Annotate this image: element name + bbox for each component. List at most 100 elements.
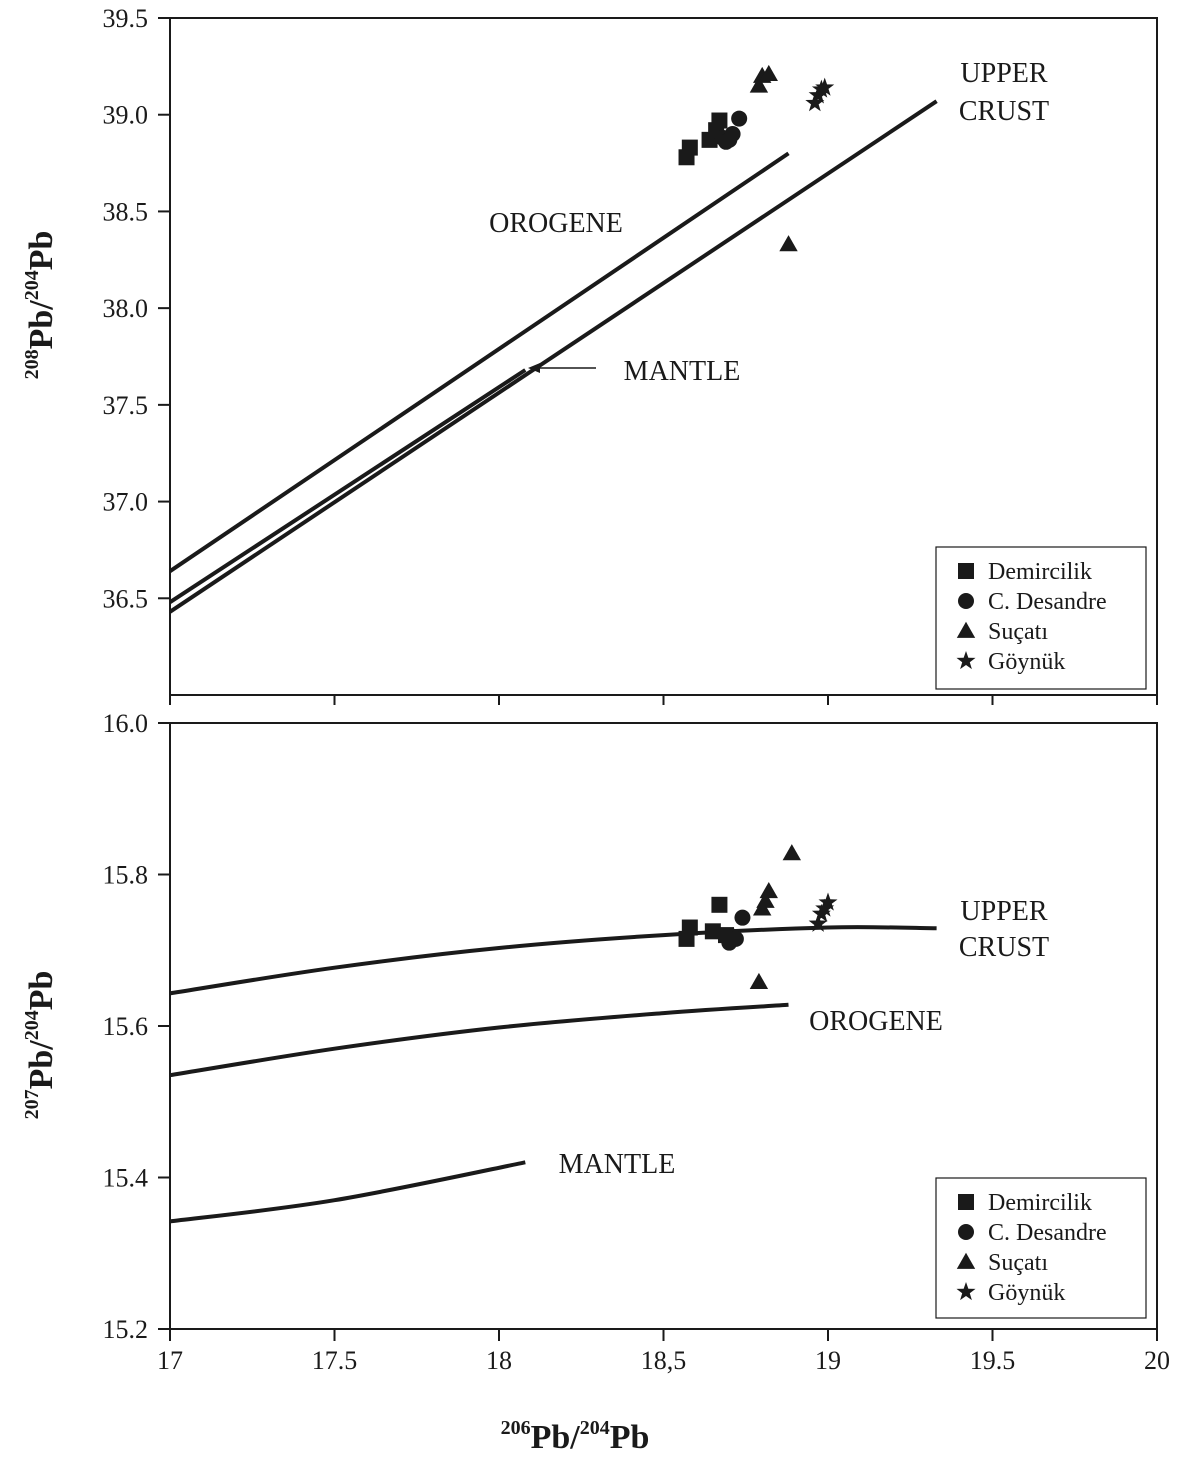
legend-marker-c-desandre xyxy=(958,1224,974,1240)
x-axis-ticks xyxy=(169,695,1158,705)
legend-marker-sucati xyxy=(956,621,976,638)
data-point-c-desandre xyxy=(727,930,744,947)
y-axis-title-main: Pb/ xyxy=(23,1040,60,1090)
legend: Demircilik C. Desandre Suçatı Göynük xyxy=(935,1177,1147,1319)
data-point-demircilik xyxy=(711,896,728,913)
x-tick-label: 18,5 xyxy=(641,1346,687,1375)
legend-label-demircilik: Demircilik xyxy=(988,1190,1092,1216)
legend-marker-c-desandre xyxy=(958,593,974,609)
data-point-sucati xyxy=(779,235,798,252)
data-point-demircilik xyxy=(681,919,698,936)
upper-crust-label-line1: UPPER xyxy=(960,58,1047,89)
orogene-label: OROGENE xyxy=(809,1006,943,1037)
series-c-desandre xyxy=(721,909,751,951)
y-axis-title-sup2: 204 xyxy=(21,270,43,300)
y-tick-label: 38.5 xyxy=(103,197,149,226)
data-point-sucati xyxy=(759,881,778,899)
legend-marker-sucati xyxy=(956,1252,976,1269)
legend-marker-demircilik xyxy=(958,1194,974,1210)
y-axis-title-main: Pb/ xyxy=(23,300,60,350)
series-goynuk xyxy=(805,77,835,112)
legend-label-c-desandre: C. Desandre xyxy=(988,1220,1107,1246)
x-tick-label: 17.5 xyxy=(312,1346,358,1375)
data-point-demircilik xyxy=(711,112,728,129)
y-tick-label: 16.0 xyxy=(103,709,149,738)
y-tick-label: 15.2 xyxy=(103,1315,149,1344)
y-axis-title-text: 207Pb/204Pb xyxy=(21,971,60,1120)
data-point-goynuk xyxy=(805,93,825,112)
series-c-desandre xyxy=(714,110,748,150)
legend: Demircilik C. Desandre Suçatı Göynük xyxy=(935,546,1147,690)
y-tick-label: 36.5 xyxy=(103,584,149,613)
data-point-sucati xyxy=(782,844,802,861)
legend-marker-demircilik xyxy=(958,563,974,579)
mantle-arrow xyxy=(528,363,596,373)
y-axis-title-main2: Pb xyxy=(23,971,60,1011)
series-sucati xyxy=(749,844,802,989)
upper-crust-line xyxy=(169,925,937,996)
data-points xyxy=(678,844,838,989)
y-axis-title-text: 208Pb/204Pb xyxy=(21,231,60,380)
legend-label-sucati: Suçatı xyxy=(988,1250,1048,1276)
x-tick-label: 20 xyxy=(1144,1346,1170,1375)
data-point-goynuk xyxy=(808,913,828,932)
panel-top: 39.5 39.0 38.5 38.0 37.5 37.0 36.5 OROGENE MANTL… xyxy=(21,4,1158,705)
y-axis-ticks: 39.5 39.0 38.5 38.0 37.5 37.0 36.5 xyxy=(103,4,170,613)
data-points xyxy=(678,64,835,252)
y-tick-label: 37.0 xyxy=(103,488,149,517)
series-demircilik xyxy=(678,896,735,947)
x-axis-title-main: Pb/ xyxy=(531,1419,581,1456)
y-axis-title: 207Pb/204Pb xyxy=(21,971,60,1120)
data-point-demircilik xyxy=(704,923,721,940)
orogene-label: OROGENE xyxy=(489,208,623,239)
legend-label-demircilik: Demircilik xyxy=(988,559,1092,585)
series-goynuk xyxy=(808,892,838,932)
x-axis-title-sup2: 204 xyxy=(580,1417,610,1439)
legend-label-goynuk: Göynük xyxy=(988,649,1065,675)
mantle-line xyxy=(168,368,527,604)
legend-marker-goynuk xyxy=(956,651,976,670)
legend-label-goynuk: Göynük xyxy=(988,1280,1065,1306)
y-tick-label: 15.6 xyxy=(103,1012,149,1041)
legend-marker-goynuk xyxy=(956,1282,976,1301)
orogene-line xyxy=(168,151,790,573)
legend-label-c-desandre: C. Desandre xyxy=(988,589,1107,615)
y-tick-label: 38.0 xyxy=(103,294,149,323)
mantle-label: MANTLE xyxy=(559,1149,676,1180)
upper-crust-label-line2: CRUST xyxy=(959,932,1049,963)
data-point-sucati xyxy=(759,64,778,81)
y-axis-title-sup2: 204 xyxy=(21,1010,43,1040)
x-axis-title-main2: Pb xyxy=(610,1419,650,1456)
data-point-demircilik xyxy=(681,139,698,156)
y-axis-title-main2: Pb xyxy=(23,231,60,271)
legend-label-sucati: Suçatı xyxy=(988,619,1048,645)
mantle-label: MANTLE xyxy=(624,356,741,387)
data-point-c-desandre xyxy=(734,909,751,926)
x-axis-title-sup: 206 xyxy=(501,1417,531,1439)
upper-crust-label-line1: UPPER xyxy=(960,896,1047,927)
x-axis-title: 206Pb/204Pb xyxy=(501,1417,650,1456)
data-point-c-desandre xyxy=(731,110,748,127)
orogene-line xyxy=(169,1002,789,1078)
series-sucati xyxy=(749,64,798,252)
y-axis-ticks: 16.0 15.8 15.6 15.4 15.2 xyxy=(103,709,170,1344)
data-point-sucati xyxy=(749,972,769,989)
y-tick-label: 37.5 xyxy=(103,391,149,420)
upper-crust-line xyxy=(168,99,938,614)
y-tick-label: 15.8 xyxy=(103,861,149,890)
y-axis-title-sup: 208 xyxy=(21,349,43,379)
x-axis-ticks: 17 17.5 18 18,5 19 19.5 20 xyxy=(157,1329,1170,1375)
x-tick-label: 18 xyxy=(486,1346,512,1375)
data-point-goynuk xyxy=(818,892,838,911)
x-tick-label: 19.5 xyxy=(970,1346,1016,1375)
data-point-goynuk xyxy=(815,77,835,96)
x-tick-label: 19 xyxy=(815,1346,841,1375)
y-tick-label: 15.4 xyxy=(103,1164,149,1193)
y-axis-title-sup: 207 xyxy=(21,1089,43,1119)
mantle-arrow-head xyxy=(528,363,540,373)
data-point-c-desandre xyxy=(724,126,741,143)
y-tick-label: 39.0 xyxy=(103,101,149,130)
panel-bottom: 16.0 15.8 15.6 15.4 15.2 17 17.5 18 18,5 19 19.5 20… xyxy=(21,709,1170,1456)
y-axis-title: 208Pb/204Pb xyxy=(21,231,60,380)
